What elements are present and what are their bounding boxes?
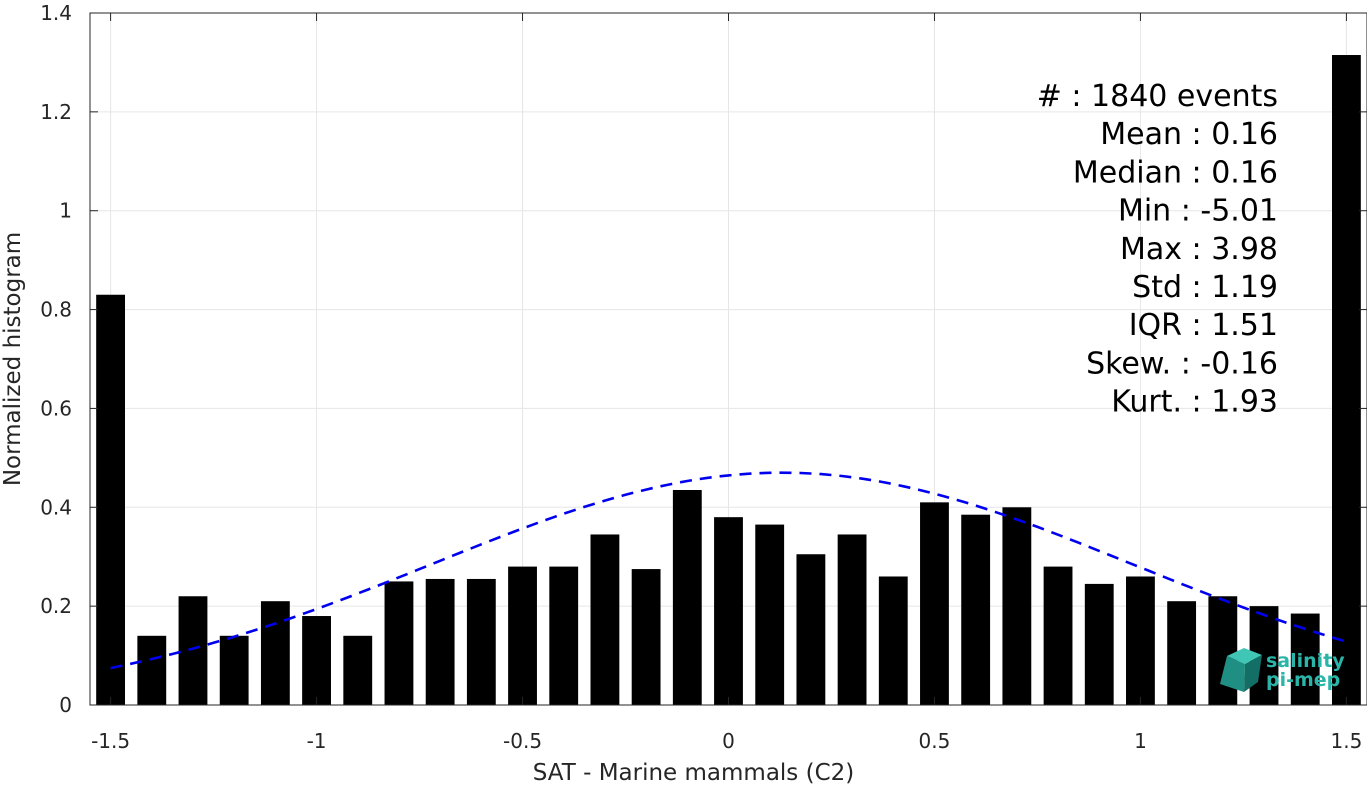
bar-10 bbox=[508, 566, 537, 705]
bar-5 bbox=[302, 616, 331, 705]
y-tick-label-4: 0.8 bbox=[40, 298, 72, 322]
stat-line-4: Max : 3.98 bbox=[1120, 232, 1278, 267]
grid bbox=[90, 12, 1367, 706]
stat-line-5: Std : 1.19 bbox=[1132, 270, 1278, 305]
x-tick-label-2: -0.5 bbox=[503, 729, 542, 753]
x-tick-label-0: -1.5 bbox=[91, 729, 130, 753]
logo-line2: pi-mep bbox=[1266, 669, 1340, 691]
stat-line-3: Min : -5.01 bbox=[1118, 194, 1278, 229]
stat-line-1: Mean : 0.16 bbox=[1100, 117, 1278, 152]
bar-21 bbox=[961, 514, 991, 705]
bar-26 bbox=[1167, 601, 1197, 705]
x-axis-label: SAT - Marine mammals (C2) bbox=[533, 760, 855, 785]
x-tick-label-1: -1 bbox=[307, 729, 327, 753]
x-tick-labels: -1.5 -1 -0.5 0 0.5 1 1.5 bbox=[91, 729, 1362, 753]
logo-cube-right bbox=[1244, 655, 1262, 692]
bar-30 bbox=[1331, 55, 1361, 706]
bar-7 bbox=[384, 581, 414, 705]
x-tick-label-3: 0 bbox=[722, 729, 735, 753]
bar-20 bbox=[920, 502, 949, 705]
bar-16 bbox=[755, 524, 785, 705]
bar-19 bbox=[878, 576, 908, 705]
bar-0 bbox=[96, 294, 126, 705]
bar-27 bbox=[1208, 596, 1238, 705]
y-tick-label-2: 0.4 bbox=[40, 495, 72, 519]
ticks bbox=[90, 12, 1367, 706]
bar-11 bbox=[549, 566, 579, 705]
y-tick-labels: 0 0.2 0.4 0.6 0.8 1 1.2 1.4 bbox=[40, 1, 72, 717]
normal-fit-curve bbox=[110, 471, 1347, 670]
bar-1 bbox=[137, 635, 167, 705]
bar-3 bbox=[219, 635, 249, 705]
bar-23 bbox=[1043, 566, 1073, 705]
bar-15 bbox=[714, 517, 743, 705]
stat-line-7: Skew. : -0.16 bbox=[1086, 346, 1278, 381]
bar-24 bbox=[1084, 583, 1114, 705]
y-tick-label-7: 1.4 bbox=[40, 1, 72, 25]
logo-line1: salinity bbox=[1266, 650, 1345, 672]
y-tick-label-5: 1 bbox=[59, 199, 72, 223]
y-tick-label-3: 0.6 bbox=[40, 396, 72, 420]
stat-line-0: # : 1840 events bbox=[1037, 79, 1278, 114]
stat-line-8: Kurt. : 1.93 bbox=[1111, 385, 1278, 420]
x-tick-label-6: 1.5 bbox=[1330, 729, 1362, 753]
bar-12 bbox=[590, 534, 620, 705]
salinity-pimep-logo: salinity pi-mep bbox=[1220, 648, 1345, 692]
bar-13 bbox=[631, 569, 661, 705]
y-tick-label-0: 0 bbox=[59, 693, 72, 717]
bar-18 bbox=[837, 534, 867, 705]
stat-line-2: Median : 0.16 bbox=[1073, 155, 1278, 190]
bar-22 bbox=[1002, 507, 1032, 705]
logo-cube-top bbox=[1227, 648, 1262, 664]
logo-cube-left bbox=[1220, 656, 1245, 692]
bar-14 bbox=[672, 489, 702, 705]
bar-2 bbox=[178, 596, 208, 705]
bar-6 bbox=[343, 635, 373, 705]
bar-8 bbox=[425, 578, 455, 705]
stat-line-6: IQR : 1.51 bbox=[1129, 308, 1278, 343]
bar-4 bbox=[260, 601, 290, 705]
x-tick-label-5: 1 bbox=[1134, 729, 1147, 753]
bar-17 bbox=[796, 554, 826, 705]
bar-25 bbox=[1126, 576, 1155, 705]
x-tick-label-4: 0.5 bbox=[919, 729, 951, 753]
y-axis-label: Normalized histogram bbox=[0, 232, 26, 486]
y-tick-label-1: 0.2 bbox=[40, 594, 72, 618]
y-tick-label-6: 1.2 bbox=[40, 100, 72, 124]
bar-9 bbox=[466, 578, 496, 705]
